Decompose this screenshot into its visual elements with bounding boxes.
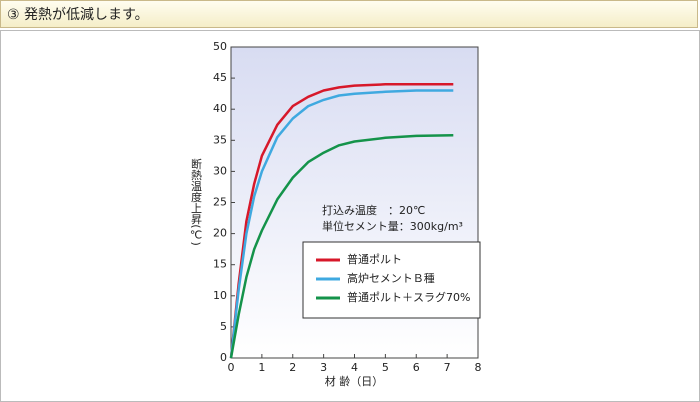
series-line	[229, 89, 454, 359]
y-tick-label: 15	[213, 258, 227, 271]
x-tick-label: 8	[475, 361, 482, 374]
y-tick-label: 5	[220, 320, 227, 333]
y-tick-label: 40	[213, 102, 227, 115]
x-tick-label: 7	[444, 361, 451, 374]
legend-label: 普通ポルト＋スラグ70%	[347, 290, 470, 304]
y-tick-label: 10	[213, 289, 227, 302]
y-tick-label: 25	[213, 196, 227, 209]
x-tick-label: 2	[289, 361, 296, 374]
y-tick-label: 50	[213, 40, 227, 53]
header-title: ③ 発熱が低減します。	[0, 0, 698, 28]
x-tick-label: 0	[228, 361, 235, 374]
x-tick-label: 3	[320, 361, 327, 374]
y-tick-label: 35	[213, 133, 227, 146]
x-axis-label: 材 齢（日）	[325, 374, 384, 388]
y-tick-label: 45	[213, 71, 227, 84]
x-tick-label: 6	[413, 361, 420, 374]
series-line	[229, 83, 454, 359]
y-tick-label: 30	[213, 164, 227, 177]
x-tick-label: 5	[382, 361, 389, 374]
y-tick-label: 20	[213, 227, 227, 240]
x-tick-label: 1	[258, 361, 265, 374]
x-tick-label: 4	[351, 361, 358, 374]
y-tick-label: 0	[220, 351, 227, 364]
y-axis-label: 断熱温度上昇(℃)	[190, 157, 203, 246]
series-line	[229, 134, 454, 359]
legend-label: 高炉セメントＢ種	[347, 271, 435, 285]
legend-label: 普通ポルト	[347, 252, 402, 266]
annotation: 打込み温度 ：20℃	[322, 203, 425, 217]
annotation: 単位セメント量：300kg/m³	[322, 219, 463, 233]
